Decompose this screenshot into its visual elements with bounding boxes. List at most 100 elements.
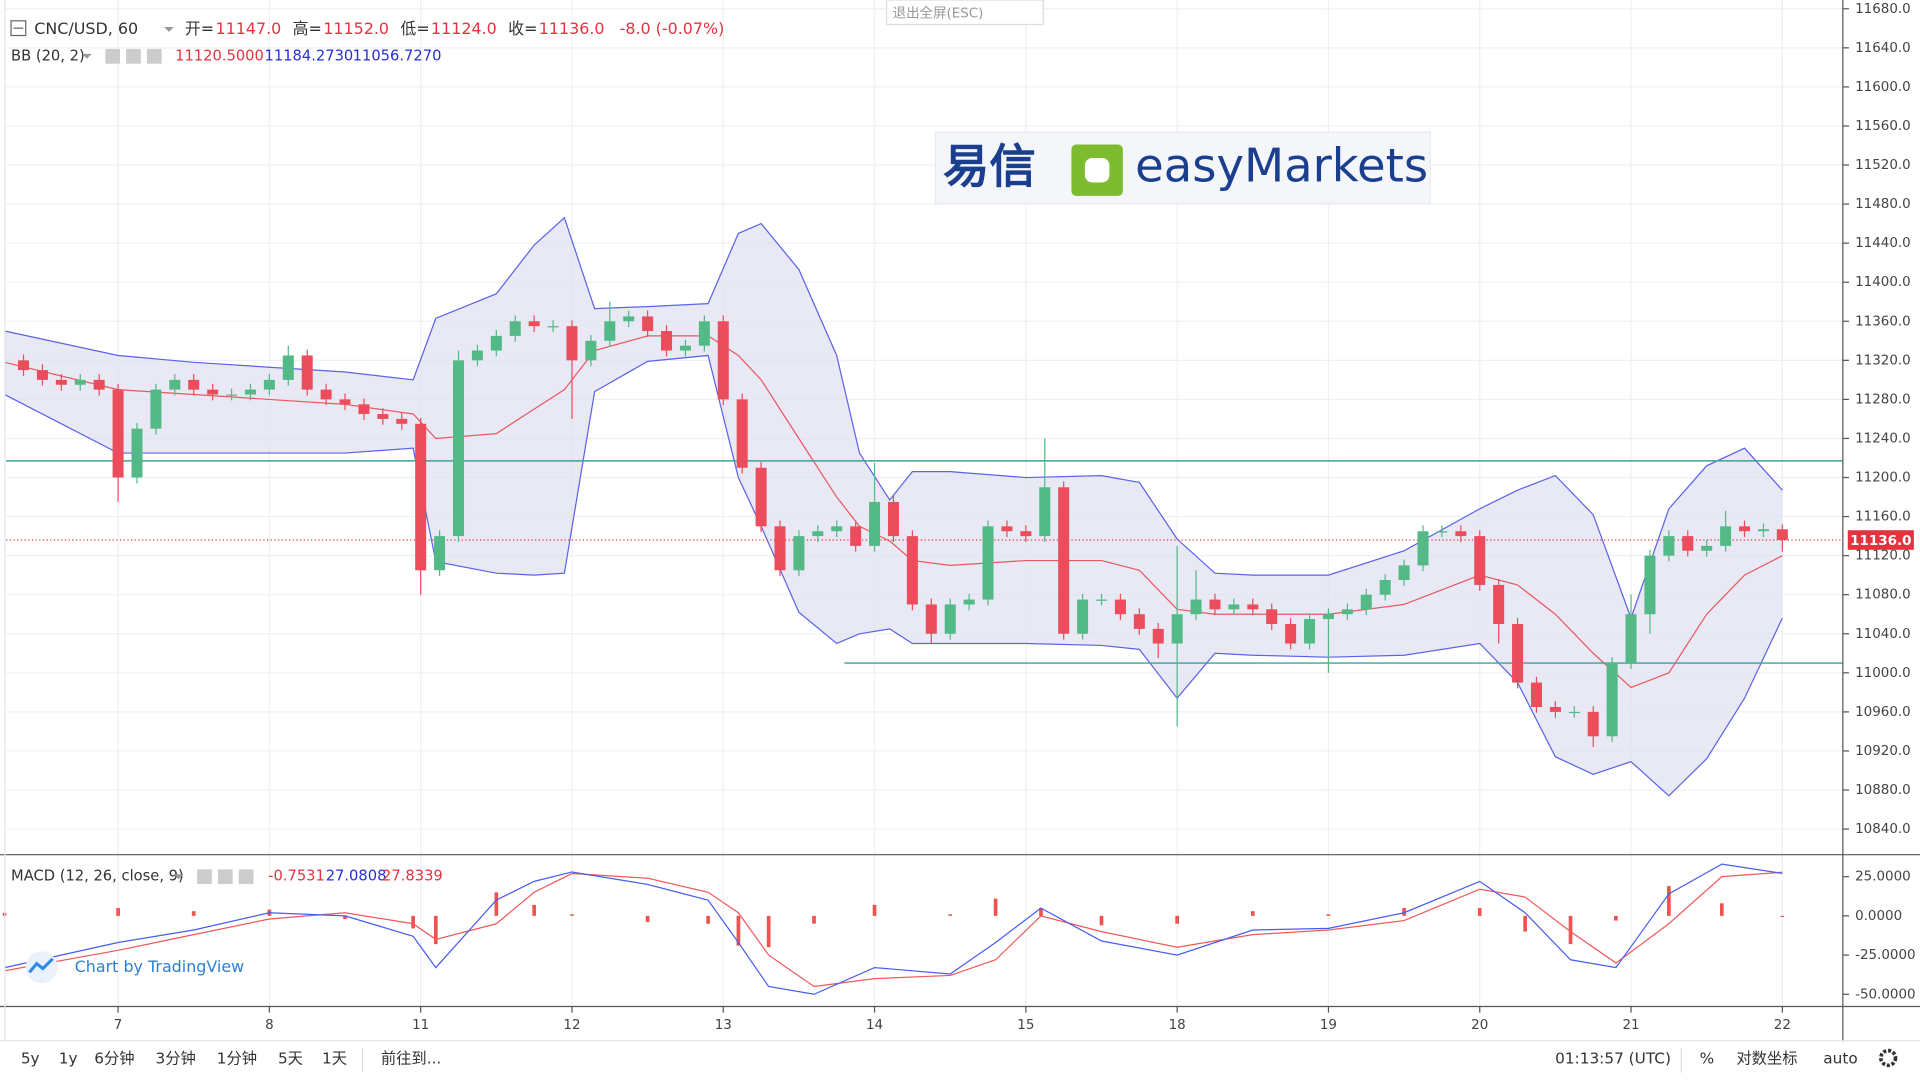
x-tick-label: 8: [265, 1018, 274, 1033]
candle-body: [1266, 609, 1278, 624]
candle-body: [604, 321, 616, 341]
bb-label[interactable]: BB (20, 2): [11, 47, 85, 64]
low-label: 低=: [400, 19, 429, 38]
y-tick-label: 10920.0: [1855, 744, 1911, 759]
close-icon[interactable]: [238, 869, 254, 885]
percent-toggle[interactable]: %: [1700, 1050, 1715, 1068]
candle-body: [1379, 580, 1391, 595]
y-tick-label: 11200.0: [1855, 471, 1911, 486]
high-value: 11152.0: [323, 19, 389, 38]
y-tick-label: 10960.0: [1855, 705, 1911, 720]
range-button[interactable]: 1y: [59, 1050, 78, 1068]
x-tick-label: 19: [1320, 1018, 1337, 1033]
candle-body: [1568, 711, 1580, 714]
y-tick-label: 11040.0: [1855, 627, 1911, 642]
candle-body: [1341, 609, 1353, 615]
dropdown-icon[interactable]: [164, 26, 174, 32]
bb-lower: 11056.7270: [353, 47, 442, 64]
macd-signal: 27.8339: [382, 868, 443, 885]
candle-body: [1682, 536, 1694, 551]
candle-body: [1436, 531, 1448, 533]
candle-body: [661, 331, 673, 351]
candle-body: [55, 379, 67, 385]
exit-fullscreen[interactable]: 退出全屏(ESC): [893, 4, 984, 21]
candle-body: [1549, 706, 1561, 712]
y-tick-label: 11440.0: [1855, 236, 1911, 251]
candle-body: [150, 389, 162, 429]
dropdown-icon[interactable]: [82, 53, 92, 59]
close-icon[interactable]: [146, 48, 162, 64]
auto-toggle[interactable]: auto: [1823, 1050, 1857, 1068]
x-tick-label: 7: [114, 1018, 123, 1033]
range-button[interactable]: 5y: [21, 1050, 40, 1068]
dropdown-icon[interactable]: [173, 874, 184, 880]
close-value: 11136.0: [539, 19, 605, 38]
settings-icon[interactable]: [126, 48, 141, 64]
eye-icon[interactable]: [197, 869, 212, 885]
candle-body: [1663, 536, 1675, 556]
candle-body: [1077, 599, 1089, 634]
candle-body: [982, 526, 994, 600]
range-button[interactable]: 3分钟: [156, 1050, 196, 1068]
settings-gear[interactable]: [1878, 1048, 1898, 1068]
plot: [2, 216, 1843, 995]
y-tick-label: 10880.0: [1855, 783, 1911, 798]
y2-tick-label: -25.0000: [1855, 948, 1916, 963]
symbol[interactable]: CNC/USD, 60: [34, 19, 138, 38]
y-tick-label: 11680.0: [1855, 2, 1911, 17]
candle-body: [755, 467, 767, 527]
collapse-icon[interactable]: [10, 20, 27, 37]
candle-body: [396, 418, 408, 424]
axes: 10840.0 10880.0 10920.0 10960.0 11000.0 11040…: [114, 2, 1916, 1033]
y-tick-label: 11640.0: [1855, 41, 1911, 56]
y-tick-label: 11240.0: [1855, 431, 1911, 446]
candle-body: [1739, 526, 1751, 532]
settings-icon[interactable]: [217, 869, 233, 885]
eye-icon[interactable]: [105, 48, 120, 64]
candle-body: [869, 501, 881, 546]
x-tick-label: 21: [1622, 1018, 1639, 1033]
candle-body: [736, 399, 748, 468]
y-tick-label: 11400.0: [1855, 275, 1911, 290]
candle-body: [415, 423, 427, 571]
logo-icon-inner: [1084, 157, 1110, 183]
candle-body: [320, 389, 332, 400]
y-tick-label: 11480.0: [1855, 197, 1911, 212]
range-button[interactable]: 1天: [322, 1050, 347, 1068]
y2-tick-label: 25.0000: [1855, 870, 1911, 885]
candle-body: [1776, 529, 1788, 541]
log-toggle[interactable]: 对数坐标: [1736, 1050, 1797, 1068]
goto-date[interactable]: 前往到...: [381, 1050, 441, 1068]
candle-body: [585, 340, 597, 361]
macd-label[interactable]: MACD (12, 26, close, 9): [11, 868, 184, 885]
candle-body: [188, 379, 200, 390]
exit-fullscreen-button[interactable]: [885, 0, 1044, 26]
y-tick-label: 11560.0: [1855, 119, 1911, 134]
candle-body: [1455, 531, 1467, 537]
x-tick-label: 13: [715, 1018, 732, 1033]
credit[interactable]: Chart by TradingView: [75, 957, 244, 976]
candle-body: [850, 526, 862, 546]
y-tick-label: 11160.0: [1855, 510, 1911, 525]
candle-body: [1304, 619, 1316, 644]
candle-body: [1512, 623, 1524, 683]
range-button[interactable]: 6分钟: [94, 1050, 134, 1068]
open-value: 11147.0: [216, 19, 282, 38]
candle-body: [812, 531, 824, 537]
y-tick-label: 11360.0: [1855, 314, 1911, 329]
candle-body: [1133, 614, 1145, 629]
candle-body: [169, 379, 181, 390]
candle-body: [1114, 599, 1126, 615]
candle-body: [509, 321, 521, 336]
candle-body: [1606, 663, 1618, 737]
tradingview-icon-mark: [28, 957, 54, 974]
candle-body: [1530, 682, 1542, 707]
range-button[interactable]: 1分钟: [217, 1050, 257, 1068]
close-label: 收=: [508, 19, 537, 38]
candle-body: [698, 321, 710, 346]
low-value: 11124.0: [431, 19, 497, 38]
range-button[interactable]: 5天: [278, 1050, 303, 1068]
candle-body: [301, 355, 313, 390]
candle-body: [1417, 531, 1429, 566]
candle-body: [1209, 599, 1221, 610]
